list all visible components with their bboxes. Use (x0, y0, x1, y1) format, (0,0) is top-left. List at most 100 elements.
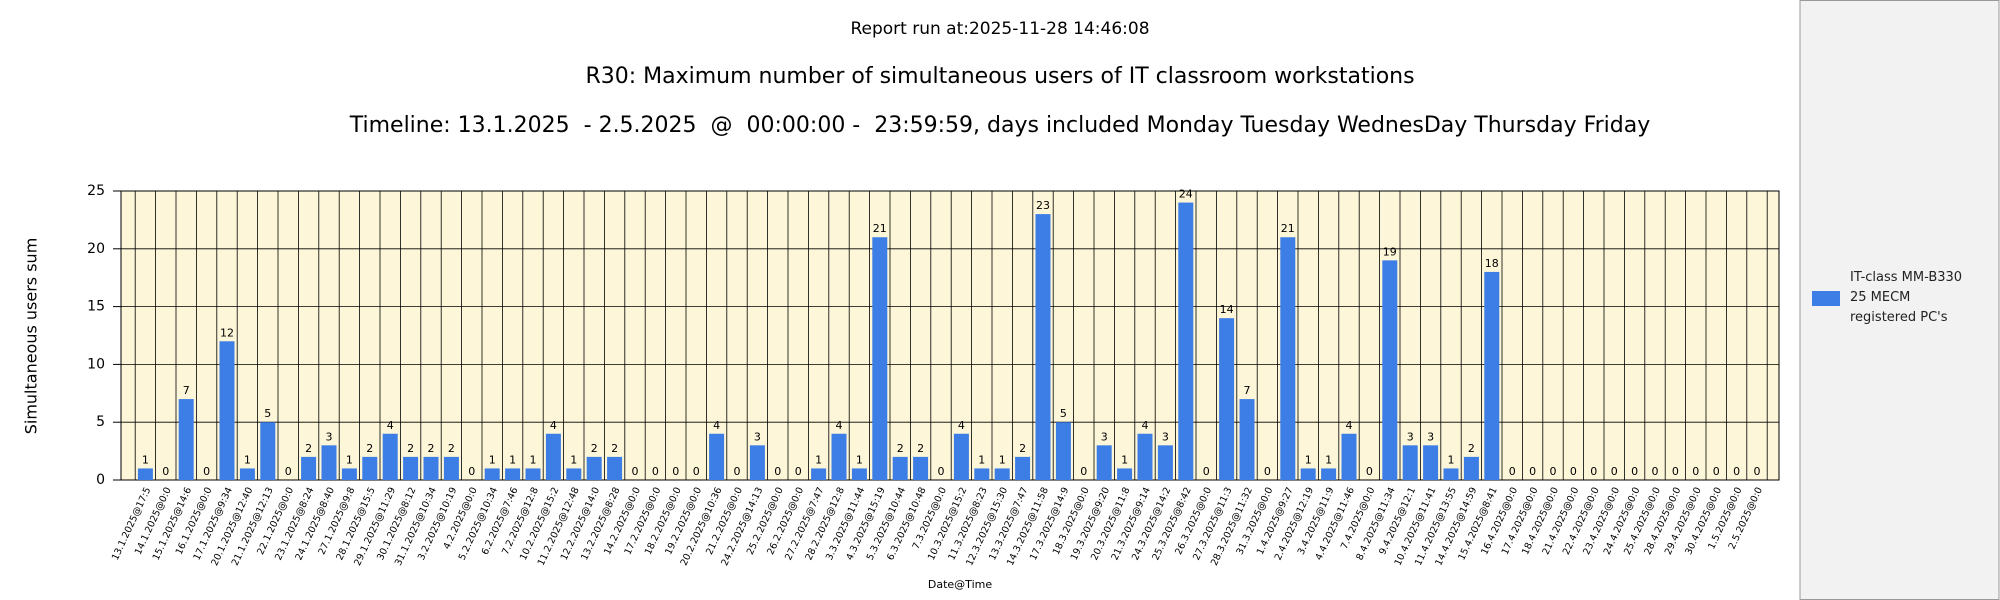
bar (994, 468, 1010, 480)
value-label: 1 (570, 453, 577, 466)
value-label: 0 (1692, 465, 1699, 478)
value-label: 3 (326, 430, 333, 443)
bar (382, 433, 398, 480)
value-label: 1 (999, 453, 1006, 466)
value-label: 0 (632, 465, 639, 478)
legend-swatch (1812, 290, 1840, 306)
bar (566, 468, 582, 480)
value-label: 1 (1305, 453, 1312, 466)
value-label: 0 (203, 465, 210, 478)
value-label: 3 (754, 430, 761, 443)
bar (811, 468, 827, 480)
bar (1096, 445, 1112, 480)
bar (1157, 445, 1173, 480)
bar (607, 456, 623, 480)
bar (1219, 318, 1235, 480)
value-label: 1 (815, 453, 822, 466)
value-label: 1 (1121, 453, 1128, 466)
value-label: 1 (346, 453, 353, 466)
value-label: 0 (1611, 465, 1618, 478)
y-tick-label: 10 (87, 356, 105, 372)
value-label: 14 (1220, 303, 1234, 316)
bar (749, 445, 765, 480)
value-label: 0 (1733, 465, 1740, 478)
value-label: 4 (836, 419, 843, 432)
bar (586, 456, 602, 480)
value-label: 0 (1713, 465, 1720, 478)
value-label: 0 (1550, 465, 1557, 478)
value-label: 4 (387, 419, 394, 432)
value-label: 1 (509, 453, 516, 466)
bar (1055, 422, 1071, 480)
bar (1402, 445, 1418, 480)
value-label: 2 (917, 442, 924, 455)
bar (1321, 468, 1337, 480)
value-label: 2 (366, 442, 373, 455)
bar (1117, 468, 1133, 480)
bar (1341, 433, 1357, 480)
value-label: 3 (1427, 430, 1434, 443)
value-label: 21 (1281, 222, 1295, 235)
bar (1300, 468, 1316, 480)
value-label: 0 (1080, 465, 1087, 478)
value-label: 18 (1485, 257, 1499, 270)
value-label: 1 (530, 453, 537, 466)
legend: IT-class MM-B330 25 MECM registered PC's (1812, 268, 1968, 328)
plot-area (120, 190, 1780, 481)
bar (974, 468, 990, 480)
y-tick-label: 20 (87, 241, 105, 257)
value-label: 2 (591, 442, 598, 455)
value-label: 0 (1264, 465, 1271, 478)
legend-label: IT-class MM-B330 25 MECM registered PC's (1850, 270, 1963, 325)
value-label: 2 (1019, 442, 1026, 455)
value-label: 1 (856, 453, 863, 466)
value-label: 0 (938, 465, 945, 478)
value-label: 2 (897, 442, 904, 455)
bar (525, 468, 541, 480)
bar (1443, 468, 1459, 480)
value-label: 0 (652, 465, 659, 478)
value-label: 2 (407, 442, 414, 455)
value-label: 4 (958, 419, 965, 432)
bar (484, 468, 500, 480)
value-label: 4 (713, 419, 720, 432)
value-label: 0 (468, 465, 475, 478)
bar (341, 468, 357, 480)
value-label: 0 (285, 465, 292, 478)
value-label: 1 (978, 453, 985, 466)
chart-title: R30: Maximum number of simultaneous user… (585, 64, 1414, 89)
bar (1382, 260, 1398, 480)
value-label: 1 (244, 453, 251, 466)
value-label: 3 (1407, 430, 1414, 443)
bar (1423, 445, 1439, 480)
bar (913, 456, 929, 480)
value-label: 0 (1652, 465, 1659, 478)
x-axis-label: Date@Time (928, 578, 992, 591)
value-label: 0 (734, 465, 741, 478)
value-label: 2 (448, 442, 455, 455)
bar (239, 468, 255, 480)
bar (1484, 271, 1500, 480)
bar (321, 445, 337, 480)
value-label: 7 (1244, 384, 1251, 397)
bar (1239, 399, 1255, 480)
value-label: 23 (1036, 199, 1050, 212)
value-label: 12 (220, 326, 234, 339)
value-label: 3 (1162, 430, 1169, 443)
value-label: 5 (264, 407, 271, 420)
value-label: 19 (1383, 245, 1397, 258)
bar (1280, 237, 1296, 480)
bar (260, 422, 276, 480)
value-label: 0 (1509, 465, 1516, 478)
value-label: 1 (142, 453, 149, 466)
value-label: 1 (1448, 453, 1455, 466)
bar (709, 433, 725, 480)
bar (505, 468, 521, 480)
value-label: 1 (489, 453, 496, 466)
bar (1035, 214, 1051, 480)
value-label: 4 (1346, 419, 1353, 432)
value-label: 0 (1203, 465, 1210, 478)
value-label: 0 (693, 465, 700, 478)
